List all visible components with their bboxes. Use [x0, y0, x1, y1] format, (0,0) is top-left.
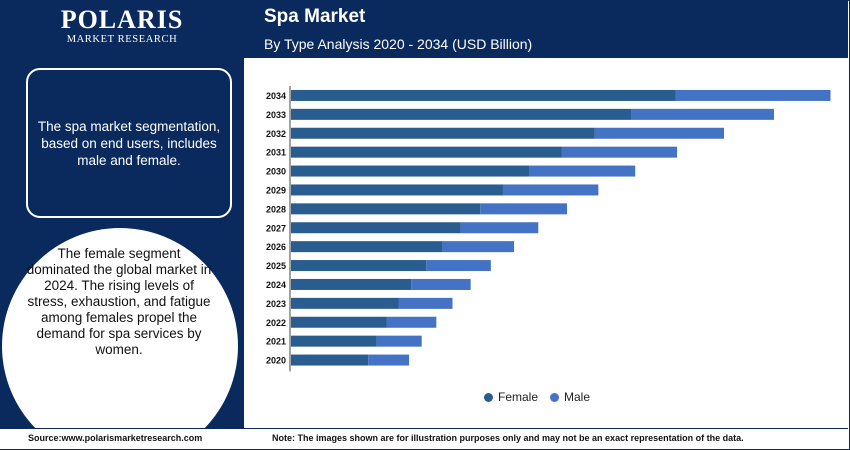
- bar-male-2032: [594, 127, 725, 139]
- brand-logo: POLARIS MARKET RESEARCH: [0, 6, 244, 46]
- chart-subtitle: By Type Analysis 2020 - 2034 (USD Billio…: [264, 36, 533, 52]
- bar-female-2028: [291, 203, 481, 215]
- bar-male-2029: [502, 184, 599, 196]
- y-tick-label-2031: 2031: [266, 148, 286, 158]
- legend-swatch-female: [484, 392, 493, 402]
- bar-male-2034: [675, 89, 831, 101]
- bar-female-2025: [291, 260, 427, 272]
- bar-female-2020: [291, 354, 369, 366]
- legend-label-female: Female: [498, 390, 539, 404]
- bar-female-2026: [291, 241, 443, 253]
- highlight-circle: [2, 228, 238, 428]
- y-tick-label-2023: 2023: [266, 299, 286, 309]
- bar-chart: 2034 2033 2032 2031 2030 2029 2028 2027 2026 2025…: [266, 86, 831, 372]
- bar-male-2020: [368, 354, 410, 366]
- y-tick-label-2033: 2033: [266, 110, 286, 120]
- y-tick-label-2025: 2025: [266, 261, 286, 271]
- bar-male-2023: [398, 297, 453, 309]
- y-tick-label-2026: 2026: [266, 242, 286, 252]
- bar-female-2034: [291, 89, 676, 101]
- bar-male-2031: [561, 146, 678, 158]
- bar-male-2030: [529, 165, 636, 177]
- chart-title: Spa Market: [264, 6, 366, 27]
- bar-female-2033: [291, 108, 632, 120]
- y-tick-label-2020: 2020: [266, 356, 286, 366]
- segmentation-info-text: The spa market segmentation, based on en…: [37, 118, 221, 168]
- source-text: Source:www.polarismarketresearch.com: [28, 433, 203, 443]
- legend-item-female: Female: [484, 390, 538, 404]
- bar-female-2031: [291, 146, 562, 158]
- y-tick-label-2024: 2024: [266, 280, 286, 290]
- bar-male-2022: [386, 316, 437, 328]
- bar-female-2022: [291, 316, 387, 328]
- chart-legend: Female Male: [484, 390, 602, 404]
- sidebar: POLARIS MARKET RESEARCH The spa market s…: [0, 0, 244, 428]
- bar-male-2033: [631, 108, 774, 120]
- y-tick-label-2034: 2034: [266, 91, 286, 101]
- disclaimer-note: Note: The images shown are for illustrat…: [272, 433, 744, 443]
- footer: Source:www.polarismarketresearch.com Not…: [0, 428, 848, 449]
- brand-name: POLARIS: [60, 5, 184, 34]
- bar-female-2029: [291, 184, 503, 196]
- highlight-circle-text: The female segment dominated the global …: [26, 246, 212, 357]
- bar-female-2027: [291, 222, 461, 234]
- chart-header: Spa Market By Type Analysis 2020 - 2034 …: [244, 0, 848, 58]
- bar-female-2021: [291, 335, 377, 347]
- legend-swatch-male: [550, 392, 560, 402]
- y-tick-label-2028: 2028: [266, 204, 286, 214]
- legend-item-male: Male: [550, 390, 590, 404]
- bar-female-2032: [291, 127, 595, 139]
- bar-male-2028: [480, 203, 568, 215]
- bar-female-2023: [291, 297, 399, 309]
- bar-male-2025: [426, 260, 491, 272]
- bar-male-2024: [411, 278, 471, 290]
- segmentation-info-box: The spa market segmentation, based on en…: [26, 68, 232, 218]
- bar-male-2021: [376, 335, 422, 347]
- bar-female-2024: [291, 278, 412, 290]
- y-tick-label-2032: 2032: [266, 129, 286, 139]
- y-tick-label-2029: 2029: [266, 185, 286, 195]
- legend-label-male: Male: [564, 390, 591, 404]
- y-tick-label-2030: 2030: [266, 167, 286, 177]
- y-tick-label-2022: 2022: [266, 318, 286, 328]
- y-tick-label-2027: 2027: [266, 223, 286, 233]
- brand-tagline: MARKET RESEARCH: [66, 34, 178, 45]
- bar-male-2027: [460, 222, 539, 234]
- bar-female-2030: [291, 165, 530, 177]
- bar-male-2026: [442, 241, 515, 253]
- y-tick-label-2021: 2021: [266, 337, 286, 347]
